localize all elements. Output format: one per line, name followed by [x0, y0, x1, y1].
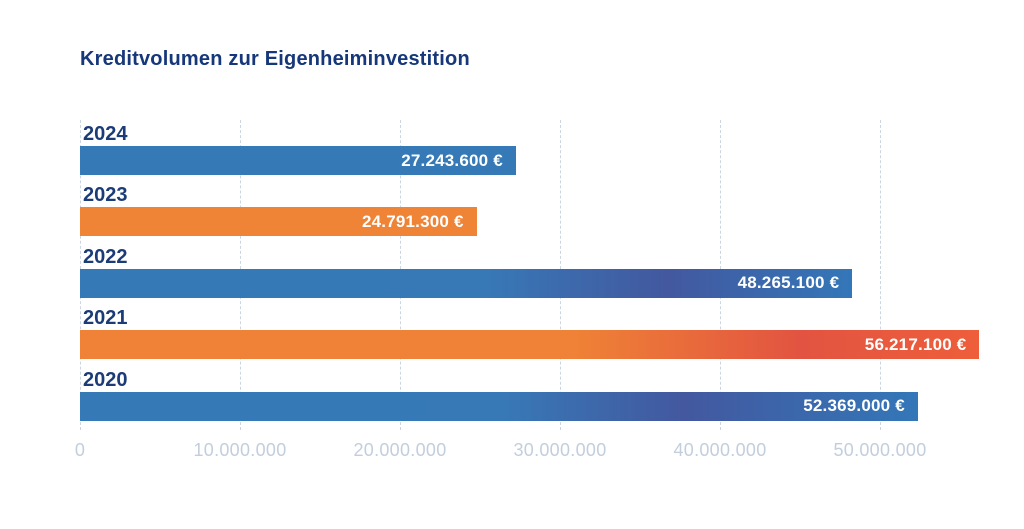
- plot-area: 2024 27.243.600 € 2023 24.791.300 € 2022 48.2…: [75, 120, 1024, 480]
- gridline: [880, 120, 881, 430]
- category-label: 2022: [83, 245, 128, 268]
- bar-row: 2023 24.791.300 €: [80, 184, 1024, 237]
- chart-title: Kreditvolumen zur Eigenheiminvestition: [80, 48, 470, 70]
- value-label: 56.217.100 €: [864, 334, 967, 354]
- x-tick-label: 0: [74, 440, 86, 460]
- value-label: 52.369.000 €: [803, 396, 905, 416]
- bar: 48.265.100 €: [80, 268, 853, 298]
- bar: 56.217.100 €: [80, 330, 980, 360]
- value-label: 24.791.300 €: [361, 211, 464, 231]
- bar-row: 2020 52.369.000 €: [80, 368, 1024, 421]
- category-label: 2021: [83, 307, 128, 330]
- x-tick-label: 50.000.000: [833, 440, 927, 460]
- category-label: 2020: [83, 368, 128, 391]
- bar: 27.243.600 €: [80, 146, 516, 175]
- category-label: 2024: [83, 123, 128, 145]
- x-tick-label: 10.000.000: [193, 440, 287, 460]
- x-tick-label: 30.000.000: [513, 440, 607, 460]
- bar-row: 2022 48.265.100 €: [80, 245, 1024, 298]
- x-tick-label: 40.000.000: [673, 440, 767, 460]
- x-tick-label: 20.000.000: [353, 440, 447, 460]
- bar-row: 2021 56.217.100 €: [80, 307, 1024, 360]
- category-label: 2023: [83, 184, 128, 207]
- bar: 24.791.300 €: [80, 207, 477, 237]
- value-label: 48.265.100 €: [737, 273, 840, 293]
- bar-row: 2024 27.243.600 €: [80, 124, 1024, 175]
- value-label: 27.243.600 €: [401, 150, 503, 170]
- x-axis: 0 10.000.000 20.000.000 30.000.000 40.000.00…: [75, 440, 1024, 462]
- bar: 52.369.000 €: [80, 391, 918, 421]
